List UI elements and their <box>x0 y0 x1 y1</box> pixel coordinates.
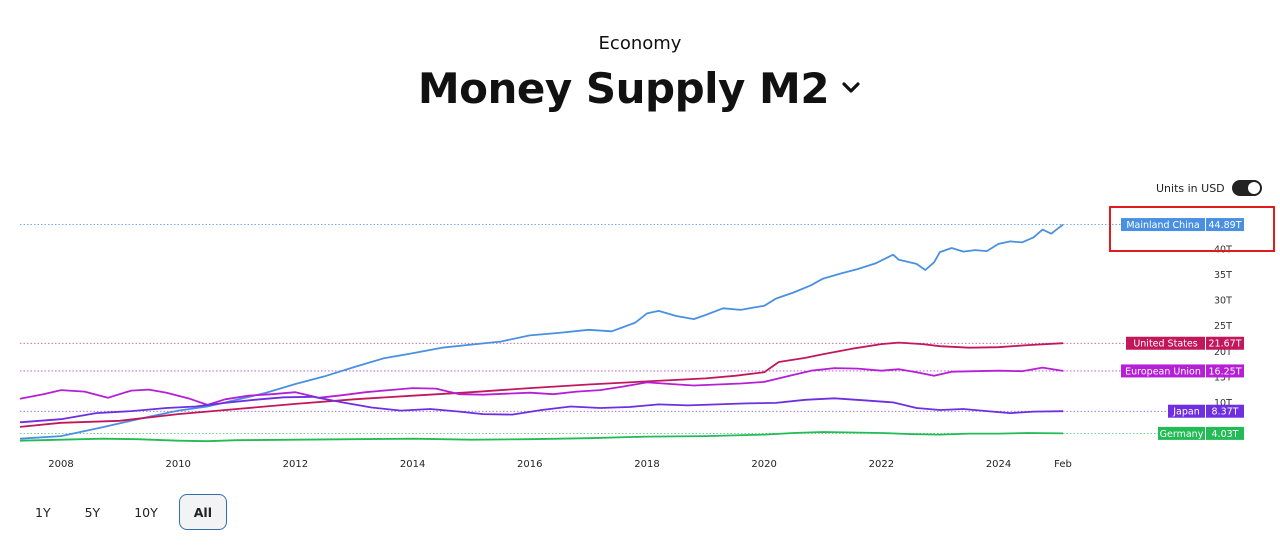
chart-series <box>19 223 1064 443</box>
chevron-down-icon[interactable] <box>840 76 862 102</box>
x-tick-label: 2016 <box>517 459 542 470</box>
japan-badge-name: Japan <box>1172 407 1200 418</box>
european-union-line <box>19 366 1064 406</box>
toggle-knob <box>1247 182 1260 194</box>
x-tick-label: Feb <box>1054 459 1072 470</box>
mainland-china-badge-value-bg <box>1206 218 1244 232</box>
germany-badge-value-bg <box>1206 426 1244 440</box>
units-toggle-label: Units in USD <box>1156 181 1225 195</box>
japan-badge: Japan 8.37T <box>1168 404 1244 418</box>
japan-badge-value-bg <box>1206 404 1244 418</box>
range-selector: 1Y 5Y 10Y All <box>22 494 235 530</box>
mainland-china-line <box>19 223 1064 440</box>
mainland-china-badge-value: 44.89T <box>1209 220 1242 231</box>
x-tick-label: 2024 <box>986 459 1011 470</box>
x-tick-label: 2022 <box>869 459 894 470</box>
germany-badge-value: 4.03T <box>1212 429 1239 440</box>
series-value-badges: Mainland China 44.89T United States 21.67T E… <box>1121 218 1244 440</box>
european-union-badge-value-bg <box>1206 364 1244 378</box>
germany-badge-name-bg <box>1158 426 1205 440</box>
y-tick-label: 30T <box>1214 296 1232 307</box>
mainland-china-badge-name: Mainland China <box>1126 220 1199 231</box>
x-tick-label: 2020 <box>751 459 776 470</box>
japan-badge-value: 8.37T <box>1212 407 1239 418</box>
japan-badge-name-bg <box>1168 404 1205 418</box>
y-tick-label: 20T <box>1214 347 1232 358</box>
european-union-badge-value: 16.25T <box>1209 366 1242 377</box>
range-button-5y[interactable]: 5Y <box>72 494 114 530</box>
range-button-1y[interactable]: 1Y <box>22 494 64 530</box>
units-toggle[interactable] <box>1231 180 1262 196</box>
chart-guide-lines <box>20 224 1245 434</box>
united-states-badge-name-bg <box>1126 336 1205 350</box>
united-states-badge-name: United States <box>1133 339 1197 350</box>
japan-line <box>19 395 1064 424</box>
units-toggle-row: Units in USD <box>1156 179 1262 197</box>
united-states-badge-value: 21.67T <box>1209 339 1242 350</box>
page-title: Money Supply M2 <box>417 64 830 113</box>
united-states-line <box>19 341 1064 428</box>
european-union-badge: European Union 16.25T <box>1121 364 1244 378</box>
x-axis: 2008 2010 2012 2014 2016 2018 2020 2022 2024 Feb <box>48 459 1072 470</box>
united-states-badge: United States 21.67T <box>1126 336 1244 350</box>
x-tick-label: 2012 <box>283 459 308 470</box>
y-tick-label: 35T <box>1214 270 1232 281</box>
title-row: Money Supply M2 <box>0 64 1280 113</box>
mainland-china-badge: Mainland China 44.89T <box>1121 218 1244 232</box>
united-states-badge-value-bg <box>1206 336 1244 350</box>
european-union-badge-name: European Union <box>1125 366 1201 377</box>
x-tick-label: 2008 <box>48 459 73 470</box>
mainland-china-badge-name-bg <box>1121 218 1205 232</box>
germany-badge-name: Germany <box>1160 429 1204 440</box>
x-tick-label: 2018 <box>634 459 659 470</box>
germany-badge: Germany 4.03T <box>1158 426 1244 440</box>
x-tick-label: 2014 <box>400 459 425 470</box>
y-tick-label: 15T <box>1214 372 1232 383</box>
highlight-box <box>1109 206 1275 252</box>
european-union-badge-name-bg <box>1121 364 1205 378</box>
page-category: Economy <box>598 33 682 54</box>
y-tick-label: 25T <box>1214 321 1232 332</box>
x-tick-label: 2010 <box>165 459 190 470</box>
range-button-10y[interactable]: 10Y <box>121 494 171 530</box>
range-button-all[interactable]: All <box>178 494 227 530</box>
y-tick-label: 10T <box>1214 398 1232 409</box>
germany-line <box>19 431 1064 443</box>
